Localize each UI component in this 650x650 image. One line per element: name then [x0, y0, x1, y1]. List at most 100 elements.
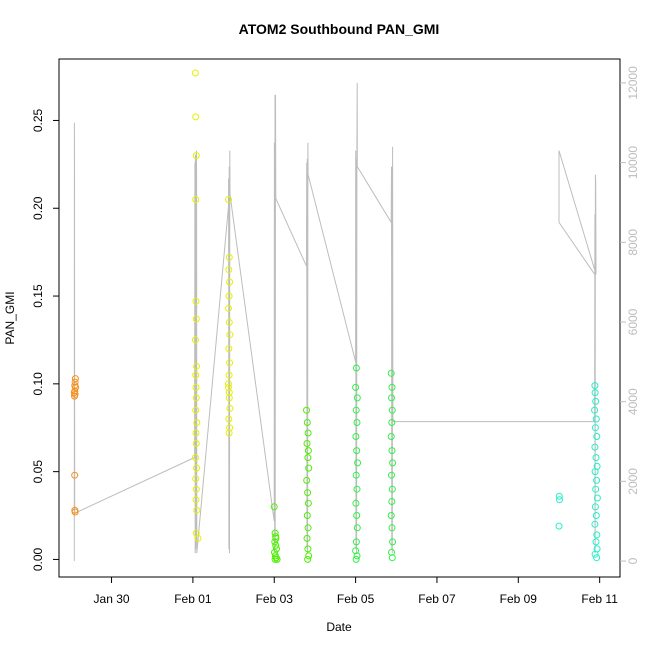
- data-point: [352, 538, 360, 546]
- data-points: [70, 69, 601, 563]
- data-point: [226, 278, 234, 286]
- x-tick-label: Jan 30: [94, 592, 130, 606]
- data-point: [352, 555, 360, 563]
- data-point: [192, 315, 200, 323]
- data-point: [226, 404, 234, 412]
- data-point: [191, 454, 199, 462]
- data-point: [273, 555, 281, 563]
- data-point: [192, 297, 200, 305]
- y2-tick-label: 6000: [626, 308, 640, 335]
- data-point: [272, 541, 280, 549]
- data-point: [225, 389, 233, 397]
- altitude-series: [73, 82, 597, 562]
- data-point: [353, 485, 361, 493]
- x-tick-label: Feb 01: [174, 592, 212, 606]
- data-point: [192, 113, 200, 121]
- data-point: [72, 383, 80, 391]
- data-point: [387, 433, 395, 440]
- data-point: [592, 397, 600, 405]
- data-point: [388, 498, 396, 505]
- y2-tick-label: 2000: [626, 468, 640, 495]
- data-point: [353, 394, 361, 402]
- data-point: [353, 419, 361, 426]
- data-point: [191, 69, 199, 77]
- data-point: [272, 533, 280, 541]
- data-point: [304, 499, 312, 507]
- y-tick-label: 0.10: [31, 372, 45, 396]
- data-point: [353, 552, 361, 560]
- data-point: [225, 429, 233, 437]
- y2-tick-label: 10000: [626, 146, 640, 180]
- data-point: [225, 345, 233, 353]
- data-point: [387, 369, 395, 377]
- data-point: [304, 545, 312, 553]
- data-point: [192, 440, 200, 447]
- data-point: [303, 534, 311, 542]
- data-point: [593, 494, 601, 502]
- data-point: [556, 496, 563, 504]
- data-point: [225, 371, 233, 379]
- x-tick-label: Feb 03: [256, 592, 294, 606]
- data-point: [591, 520, 599, 528]
- plot-frame: [58, 58, 621, 578]
- data-point: [303, 406, 310, 414]
- data-point: [592, 538, 600, 546]
- data-point: [303, 440, 311, 447]
- data-point: [593, 531, 601, 539]
- data-point: [591, 424, 599, 432]
- data-point: [352, 364, 360, 372]
- data-point: [192, 383, 200, 391]
- data-point: [593, 554, 601, 562]
- data-point: [592, 454, 600, 462]
- data-point: [192, 496, 200, 504]
- data-point: [555, 522, 563, 530]
- data-point: [388, 548, 395, 556]
- data-point: [591, 406, 599, 414]
- data-point: [353, 447, 361, 455]
- data-point: [271, 529, 279, 537]
- data-point: [591, 389, 599, 397]
- data-point: [352, 406, 360, 414]
- data-point: [225, 196, 232, 203]
- data-point: [305, 464, 313, 472]
- data-point: [555, 492, 563, 500]
- data-point: [192, 406, 200, 414]
- data-point: [388, 447, 396, 455]
- x-tick-label: Feb 09: [500, 592, 538, 606]
- x-tick-label: Feb 05: [337, 592, 375, 606]
- data-point: [353, 524, 361, 532]
- data-point: [192, 196, 200, 203]
- secondary-y-axis: 0 2000 4000 6000 8000 10000 12000: [620, 66, 640, 564]
- chart-title: ATOM2 Southbound PAN_GMI: [239, 21, 440, 37]
- data-point: [304, 429, 312, 437]
- data-point: [71, 387, 79, 395]
- y2-tick-label: 0: [626, 557, 640, 564]
- data-point: [193, 362, 201, 370]
- y-tick-label: 0.25: [31, 108, 45, 132]
- data-point: [388, 524, 396, 532]
- data-point: [388, 471, 395, 479]
- data-point: [352, 547, 360, 555]
- data-point: [591, 443, 599, 451]
- data-point: [271, 538, 279, 546]
- data-point: [225, 383, 232, 391]
- data-point: [387, 512, 395, 519]
- data-point: [191, 336, 199, 344]
- data-point: [592, 485, 600, 493]
- data-point: [388, 383, 396, 391]
- y2-tick-label: 8000: [626, 229, 640, 256]
- data-point: [192, 371, 200, 379]
- data-point: [225, 292, 233, 300]
- y-tick-label: 0.05: [31, 460, 45, 484]
- data-point: [592, 512, 600, 519]
- data-point: [388, 406, 396, 414]
- data-point: [225, 394, 233, 402]
- x-axis: Jan 30 Feb 01 Feb 03 Feb 05 Feb 07 Feb 09 Feb …: [94, 577, 618, 606]
- data-point: [388, 554, 396, 562]
- data-point: [593, 476, 601, 484]
- data-point: [225, 415, 233, 423]
- data-point: [273, 545, 280, 553]
- data-point: [192, 485, 200, 493]
- y-tick-label: 0.00: [31, 547, 45, 571]
- data-point: [389, 538, 397, 546]
